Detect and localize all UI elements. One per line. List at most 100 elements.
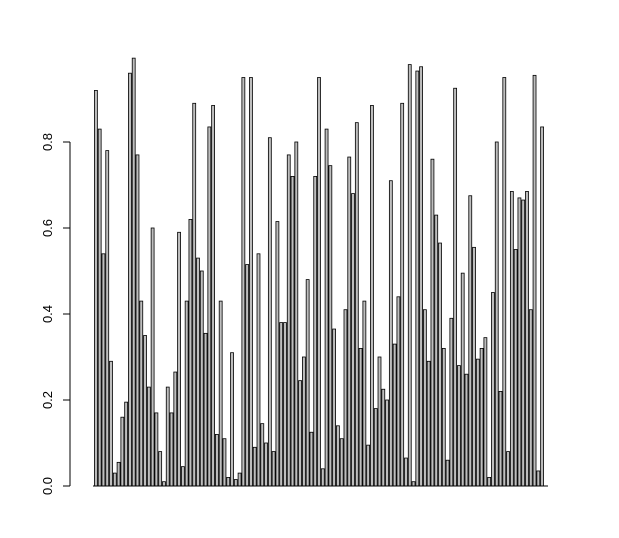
bar-73 [366,444,371,487]
bar-104 [483,337,488,487]
bar-44 [256,253,261,487]
bar-2 [97,128,102,487]
bar-58 [309,431,314,487]
y-tick-label-3: 0.6 [40,219,55,237]
bar-17 [154,412,159,487]
bar-102 [475,358,480,487]
bar-116 [528,309,533,487]
bar-111 [509,191,514,487]
bar-84 [407,64,412,487]
bar-61 [320,468,325,487]
y-tick-label-4: 0.8 [40,133,55,151]
bar-77 [381,388,386,487]
bar-108 [498,390,503,487]
bar-82 [400,102,405,487]
bar-31 [207,126,212,487]
bar-79 [388,180,393,487]
bar-19 [162,481,166,487]
bar-45 [260,423,265,487]
bar-32 [211,105,215,487]
bar-23 [177,231,181,487]
bars-layer [93,57,548,487]
bar-10 [128,72,132,487]
bar-86 [415,70,420,487]
bar-7 [116,461,121,487]
bar-24 [180,466,185,487]
bar-106 [491,292,495,487]
bar-21 [169,412,174,487]
bar-103 [479,347,484,487]
bar-85 [411,481,416,487]
bar-18 [158,451,163,487]
bar-70 [354,122,359,487]
bar-6 [112,472,117,487]
bar-16 [150,227,155,487]
bar-112 [513,249,518,487]
bar-63 [328,165,333,487]
bar-8 [120,416,125,487]
bar-113 [517,197,522,487]
bar-69 [351,193,355,487]
bar-115 [525,191,529,487]
bar-28 [196,257,200,487]
bar-74 [370,105,374,487]
y-axis: 0.0 0.2 0.4 0.6 0.8 [40,133,71,495]
bar-92 [438,242,442,487]
bar-71 [358,347,363,487]
bar-81 [396,296,401,487]
bar-76 [377,356,382,487]
bar-87 [419,66,423,487]
bar-33 [215,433,219,487]
bar-13 [139,300,144,487]
bar-93 [441,347,446,487]
bar-90 [430,158,435,487]
bar-89 [426,360,431,487]
bar-51 [283,322,287,487]
bar-49 [275,221,280,487]
bar-47 [267,137,272,487]
bar-27 [192,102,197,487]
bar-56 [301,356,306,487]
bar-12 [135,154,140,487]
y-tick-label-2: 0.4 [40,305,55,323]
bar-42 [249,77,253,487]
bar-105 [487,476,492,487]
bar-100 [468,195,473,487]
bar-25 [184,300,189,487]
bar-14 [143,335,147,487]
bar-52 [286,154,291,487]
bar-9 [124,401,129,487]
bar-48 [271,451,276,487]
bar-39 [237,472,242,487]
bar-34 [218,300,223,487]
bar-72 [362,300,367,487]
y-tick-label-1: 0.2 [40,391,55,409]
bar-118 [536,470,541,487]
bar-4 [105,150,110,487]
bar-29 [199,270,204,487]
y-tick-label-0: 0.0 [40,477,55,495]
bar-65 [336,425,340,487]
bar-91 [434,214,439,487]
bar-41 [245,264,250,487]
bar-107 [494,141,499,487]
bar-117 [532,74,537,487]
bar-22 [173,371,178,487]
bar-119 [540,126,544,487]
bar-62 [324,128,329,487]
bar-66 [339,438,344,487]
bar-59 [313,175,318,487]
bar-60 [317,77,321,487]
bar-96 [453,87,458,487]
bar-114 [521,199,526,487]
bar-40 [241,77,246,487]
bar-43 [252,446,257,487]
bar-67 [343,309,348,487]
bar-97 [457,365,461,487]
bar-101 [472,246,476,487]
bar-11 [131,57,136,487]
bar-36 [226,476,231,487]
bar-35 [222,438,227,487]
